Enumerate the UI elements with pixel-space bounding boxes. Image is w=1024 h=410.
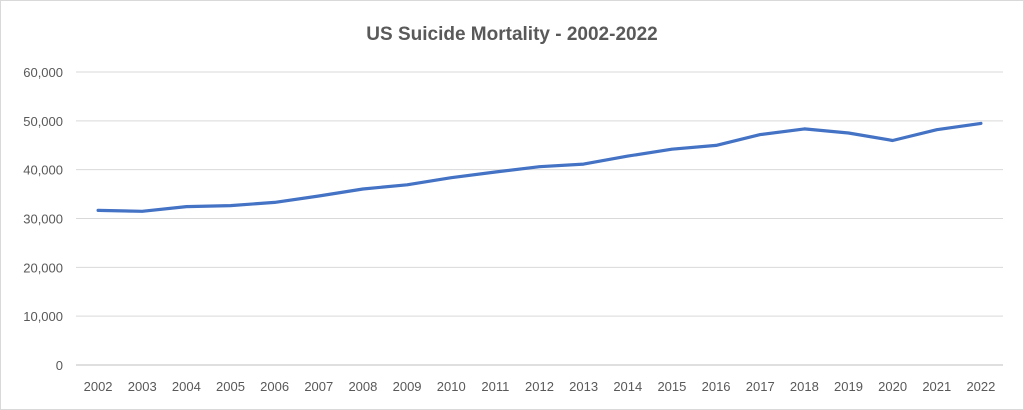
x-tick-label: 2016 xyxy=(702,379,731,394)
x-tick-label: 2017 xyxy=(746,379,775,394)
x-tick-label: 2004 xyxy=(172,379,201,394)
x-axis-ticks: 2002 2003 2004 2005 2006 2007 2008 2009 2010 2011… xyxy=(84,379,996,394)
y-axis-ticks: 0 10,000 20,000 30,000 40,000 50,000 60,000 xyxy=(23,65,63,373)
x-tick-label: 2014 xyxy=(613,379,642,394)
y-tick-label: 10,000 xyxy=(23,309,63,324)
x-tick-label: 2018 xyxy=(790,379,819,394)
x-tick-label: 2003 xyxy=(128,379,157,394)
y-tick-label: 40,000 xyxy=(23,163,63,178)
x-tick-label: 2012 xyxy=(525,379,554,394)
x-tick-label: 2020 xyxy=(878,379,907,394)
series-line xyxy=(96,121,983,213)
x-tick-label: 2021 xyxy=(922,379,951,394)
y-tick-label: 30,000 xyxy=(23,212,63,227)
x-tick-label: 2009 xyxy=(393,379,422,394)
gridlines xyxy=(76,71,1003,366)
y-tick-label: 0 xyxy=(56,358,63,373)
y-tick-label: 50,000 xyxy=(23,114,63,129)
x-tick-label: 2010 xyxy=(437,379,466,394)
series-lines xyxy=(96,121,983,213)
x-tick-label: 2015 xyxy=(657,379,686,394)
y-tick-label: 60,000 xyxy=(23,65,63,80)
x-tick-label: 2022 xyxy=(966,379,995,394)
x-tick-label: 2007 xyxy=(304,379,333,394)
x-tick-label: 2019 xyxy=(834,379,863,394)
y-tick-label: 20,000 xyxy=(23,260,63,275)
x-tick-label: 2013 xyxy=(569,379,598,394)
chart-title: US Suicide Mortality - 2002-2022 xyxy=(366,24,657,45)
x-tick-label: 2005 xyxy=(216,379,245,394)
x-tick-label: 2008 xyxy=(348,379,377,394)
x-tick-label: 2002 xyxy=(84,379,113,394)
x-tick-label: 2006 xyxy=(260,379,289,394)
x-tick-label: 2011 xyxy=(481,379,509,394)
